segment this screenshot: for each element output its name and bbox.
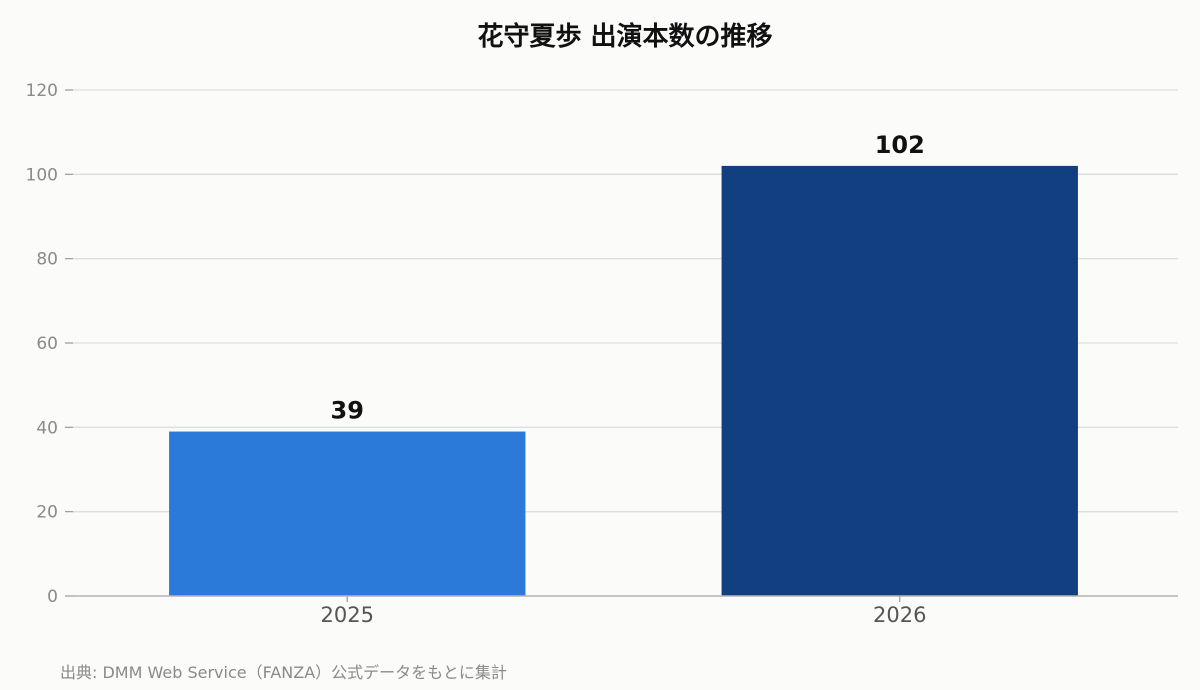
y-tick-label: 40 — [36, 418, 58, 438]
bar-2025 — [169, 431, 526, 596]
y-tick-label: 60 — [36, 334, 58, 354]
x-tick-label-2025: 2025 — [321, 603, 374, 627]
y-tick-label: 0 — [47, 587, 58, 607]
data-label-2026: 102 — [875, 131, 925, 159]
y-tick-label: 120 — [26, 81, 58, 101]
source-note: 出典: DMM Web Service（FANZA）公式データをもとに集計 — [60, 663, 507, 682]
x-tick-label-2026: 2026 — [873, 603, 926, 627]
bar-2026 — [721, 165, 1078, 596]
data-label-2025: 39 — [331, 397, 364, 425]
y-tick-label: 100 — [26, 165, 58, 185]
y-tick-label: 20 — [36, 503, 58, 523]
y-tick-label: 80 — [36, 250, 58, 270]
chart-title: 花守夏歩 出演本数の推移 — [477, 22, 773, 52]
